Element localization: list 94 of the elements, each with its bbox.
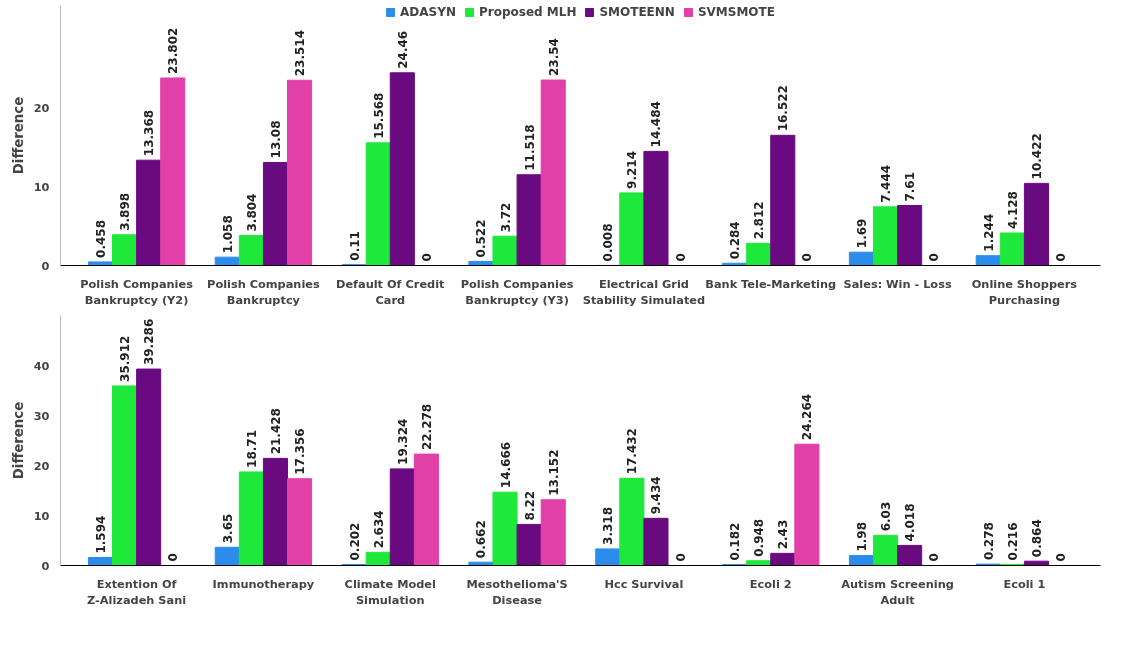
x-tick-label: Electrical Grid Stability Simulated [582, 276, 706, 308]
x-tick-label: Autism Screening Adult [841, 576, 954, 608]
y-tick-label: 10 [33, 179, 50, 194]
data-label: 3.804 [244, 193, 259, 232]
data-label: 3.318 [601, 506, 616, 545]
data-label: 21.428 [268, 408, 283, 455]
data-label: 10.422 [1029, 133, 1044, 180]
y-tick-label: 10 [33, 508, 50, 523]
legend-label: SMOTEENN [599, 5, 675, 19]
x-tick-label: Mesothelioma'S Disease [466, 576, 568, 608]
x-tick-label: Bank Tele-Marketing [705, 276, 837, 291]
data-label: 23.802 [166, 27, 181, 74]
y-tick-label: 30 [33, 408, 50, 423]
data-label: 3.72 [498, 202, 513, 233]
x-tick-label: Polish Companies Bankruptcy [207, 276, 320, 308]
data-label: 0.948 [752, 518, 767, 557]
data-label: 2.43 [776, 519, 791, 550]
data-label: 0 [166, 553, 181, 562]
data-label: 11.518 [522, 124, 537, 171]
data-label: 23.514 [293, 29, 308, 77]
data-label: 7.61 [903, 171, 918, 202]
data-label: 4.128 [1005, 191, 1020, 229]
x-tick-label: Extention Of Z-Alizadeh Sani [87, 576, 187, 608]
y-tick-label: 20 [33, 100, 50, 115]
legend-label: ADASYN [400, 5, 456, 19]
y-tick-label: 0 [41, 258, 50, 273]
x-tick-label: Sales: Win - Loss [843, 276, 952, 291]
data-label: 9.434 [649, 476, 664, 515]
y-tick-label: 40 [33, 358, 50, 373]
x-tick-label: Polish Companies Bankruptcy (Y2) [80, 276, 194, 308]
data-label: 2.634 [371, 510, 386, 549]
data-label: 0.864 [1029, 519, 1044, 558]
data-label: 6.03 [879, 501, 894, 532]
data-label: 35.912 [118, 335, 133, 382]
x-tick-label: Online Shoppers Purchasing [971, 276, 1078, 308]
data-label: 18.71 [244, 429, 259, 468]
data-label: 13.368 [142, 109, 157, 157]
data-label: 24.46 [395, 30, 410, 69]
data-label: 0.522 [474, 219, 489, 258]
data-label: 24.264 [800, 393, 815, 441]
data-label: 0 [800, 253, 815, 262]
data-label: 1.058 [220, 215, 235, 254]
data-label: 17.432 [625, 428, 640, 475]
x-tick-label: Ecoli 1 [1003, 576, 1046, 591]
data-label: 0 [1054, 253, 1069, 262]
data-label: 2.812 [752, 201, 767, 240]
data-label: 0.284 [728, 221, 743, 260]
data-label: 0 [673, 553, 688, 562]
data-label: 22.278 [419, 403, 434, 451]
data-label: 13.08 [268, 120, 283, 159]
data-label: 0.008 [601, 223, 616, 262]
data-label: 16.522 [776, 85, 791, 132]
y-axis-title: Difference [10, 401, 26, 480]
x-tick-label: Immunotherapy [212, 576, 315, 591]
data-label: 7.444 [879, 164, 894, 203]
data-label: 15.568 [371, 92, 386, 139]
data-label: 1.594 [93, 515, 108, 554]
data-label: 0 [419, 253, 434, 262]
data-label: 0 [673, 253, 688, 262]
data-label: 4.018 [903, 503, 918, 542]
data-label: 17.356 [293, 428, 308, 475]
data-label: 23.54 [546, 38, 561, 77]
data-label: 39.286 [142, 318, 157, 366]
data-label: 3.898 [118, 192, 133, 231]
data-label: 0.11 [347, 231, 362, 261]
x-tick-label: Default Of Credit Card [336, 276, 446, 308]
x-tick-label: Hcc Survival [604, 576, 684, 591]
data-label: 8.22 [522, 490, 537, 521]
data-label: 0 [1054, 553, 1069, 562]
y-tick-label: 0 [41, 558, 50, 573]
data-label: 0.662 [474, 520, 489, 559]
data-label: 1.69 [854, 218, 869, 249]
y-axis-title: Difference [10, 96, 26, 175]
y-tick-label: 20 [33, 458, 50, 473]
x-tick-label: Polish Companies Bankruptcy (Y3) [460, 276, 574, 308]
data-label: 0.458 [93, 219, 108, 258]
data-label: 0.182 [728, 522, 743, 561]
x-tick-label: Ecoli 2 [749, 576, 792, 591]
data-label: 9.214 [625, 150, 640, 189]
data-label: 0.216 [1005, 522, 1020, 561]
data-label: 14.666 [498, 441, 513, 489]
data-label: 0.202 [347, 522, 362, 561]
data-label: 14.484 [649, 101, 664, 148]
data-label: 0 [927, 253, 942, 262]
data-label: 0 [927, 553, 942, 562]
data-label: 1.244 [981, 213, 996, 252]
data-label: 0.278 [981, 522, 996, 561]
x-tick-label: Climate Model Simulation [344, 576, 436, 608]
data-label: 3.65 [220, 513, 235, 544]
data-label: 13.152 [546, 449, 561, 496]
data-label: 1.98 [854, 521, 869, 552]
data-label: 19.324 [395, 418, 410, 465]
legend-label: Proposed MLH [478, 5, 577, 19]
legend-label: SVMSMOTE [697, 5, 775, 19]
